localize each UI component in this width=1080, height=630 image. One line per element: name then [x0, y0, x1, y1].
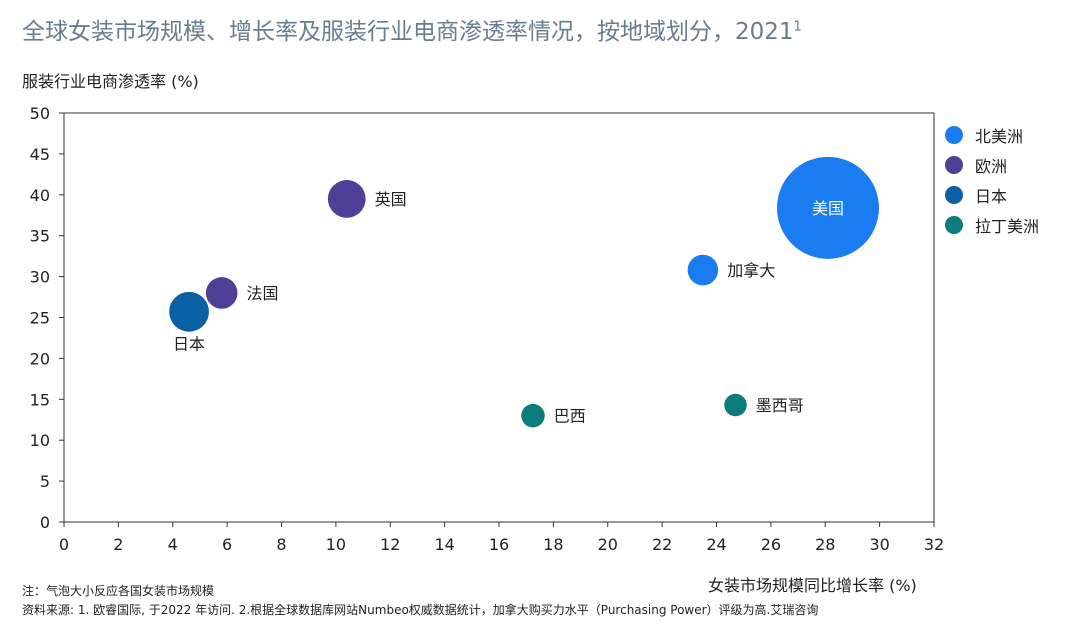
legend-label: 北美洲	[975, 127, 1024, 146]
source: 资料来源: 1. 欧睿国际, 于2022 年访问. 2.根据全球数据库网站Num…	[22, 603, 819, 617]
bubble	[169, 291, 209, 332]
y-tick-label: 15	[30, 390, 50, 409]
legend-item: 拉丁美洲	[945, 210, 1039, 240]
bubble	[687, 254, 719, 286]
bubble-label: 美国	[812, 199, 844, 218]
bubble-label: 法国	[246, 284, 278, 303]
x-tick-label: 6	[222, 535, 232, 554]
x-tick-label: 32	[924, 535, 944, 554]
legend-label: 拉丁美洲	[975, 217, 1040, 236]
bubble-label: 墨西哥	[756, 396, 804, 415]
y-axis-label: 服装行业电商渗透率 (%)	[22, 72, 199, 91]
y-tick-label: 25	[30, 309, 50, 328]
note: 注：气泡大小反应各国女装市场规模	[22, 584, 215, 598]
bubble	[327, 180, 366, 218]
bubble-label: 英国	[375, 190, 407, 209]
y-tick-label: 45	[30, 145, 50, 164]
x-tick-label: 28	[815, 535, 835, 554]
chart-title: 全球女装市场规模、增长率及服装行业电商渗透率情况，按地域划分，20211	[22, 12, 802, 46]
bubble-label: 加拿大	[727, 261, 775, 280]
legend-swatch	[945, 126, 963, 144]
y-tick-label: 35	[30, 227, 50, 246]
x-tick-label: 16	[489, 535, 509, 554]
bubble	[724, 393, 747, 417]
y-tick-label: 5	[40, 472, 50, 491]
x-tick-label: 14	[434, 535, 454, 554]
bubble	[521, 403, 545, 428]
y-tick-label: 50	[30, 104, 50, 123]
legend-label: 欧洲	[975, 157, 1008, 176]
x-tick-label: 24	[706, 535, 726, 554]
x-tick-label: 26	[761, 535, 781, 554]
x-tick-label: 22	[652, 535, 672, 554]
legend-swatch	[945, 156, 963, 174]
legend-label: 日本	[975, 187, 1008, 206]
x-tick-label: 0	[59, 535, 69, 554]
x-tick-label: 4	[168, 535, 178, 554]
x-tick-label: 2	[113, 535, 123, 554]
x-tick-label: 20	[598, 535, 618, 554]
x-axis-label: 女装市场规模同比增长率 (%)	[708, 576, 917, 595]
y-tick-label: 40	[30, 186, 50, 205]
y-tick-label: 0	[40, 513, 50, 532]
legend-item: 欧洲	[945, 150, 1039, 180]
legend-swatch	[945, 216, 963, 234]
bubble	[205, 277, 238, 309]
y-tick-label: 20	[30, 349, 50, 368]
x-tick-label: 30	[869, 535, 889, 554]
bubble	[776, 156, 879, 259]
legend-item: 北美洲	[945, 120, 1039, 150]
x-tick-label: 12	[380, 535, 400, 554]
title-text: 全球女装市场规模、增长率及服装行业电商渗透率情况，按地域划分，2021	[22, 19, 794, 45]
legend-item: 日本	[945, 180, 1039, 210]
bubble-label: 巴西	[554, 407, 586, 426]
y-tick-label: 30	[30, 268, 50, 287]
title-footnote: 1	[793, 19, 802, 35]
x-tick-label: 8	[276, 535, 286, 554]
bubble-label: 日本	[173, 335, 205, 354]
x-tick-label: 18	[543, 535, 563, 554]
legend: 北美洲 欧洲 日本 拉丁美洲	[945, 120, 1039, 240]
legend-swatch	[945, 186, 963, 204]
y-tick-label: 10	[30, 431, 50, 450]
x-tick-label: 10	[326, 535, 346, 554]
